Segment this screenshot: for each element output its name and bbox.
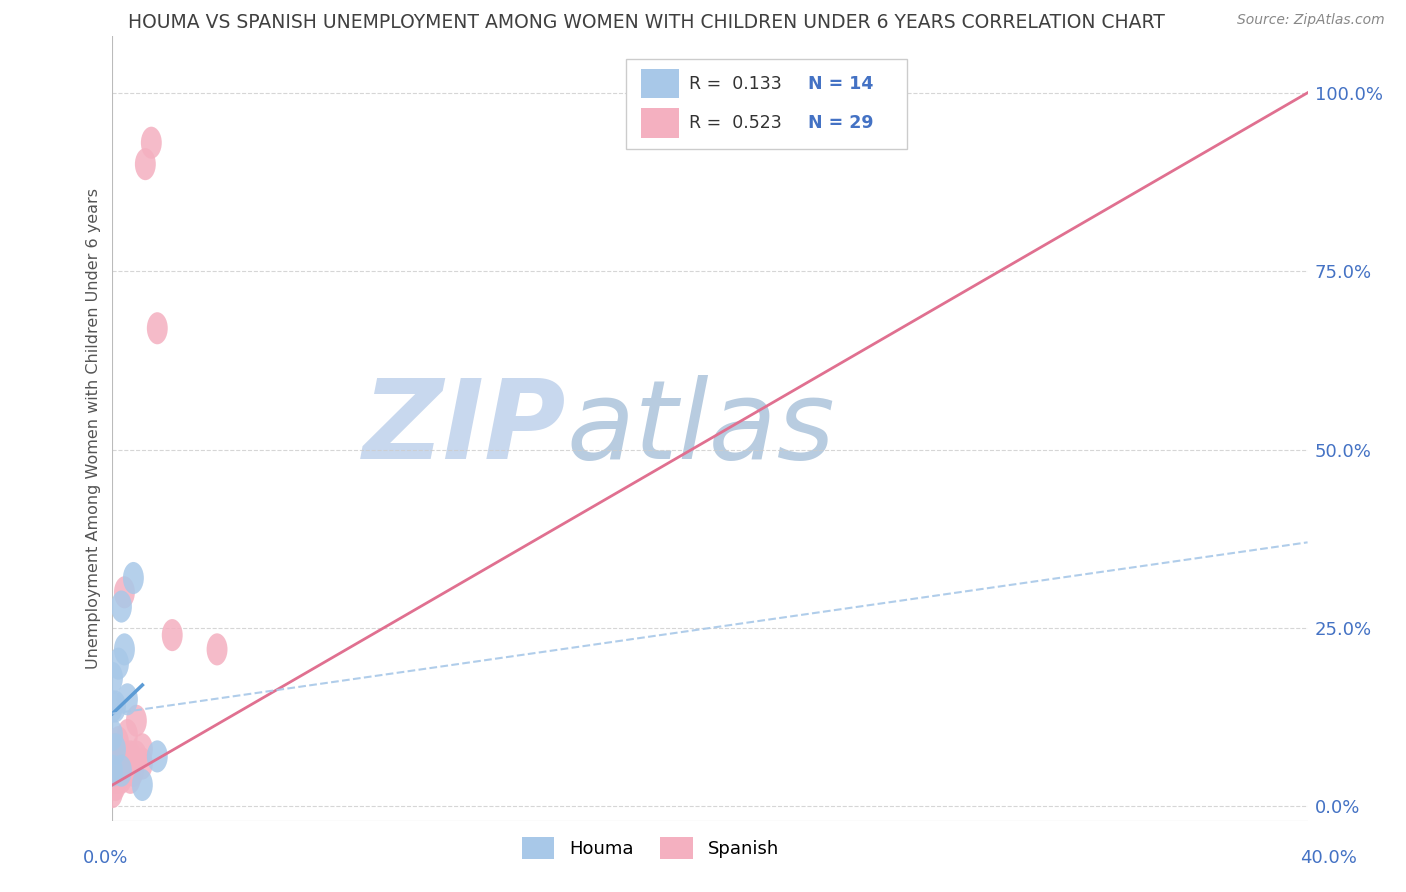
Text: Source: ZipAtlas.com: Source: ZipAtlas.com xyxy=(1237,13,1385,28)
Text: ZIP: ZIP xyxy=(363,375,567,482)
Text: R =  0.133: R = 0.133 xyxy=(689,75,782,93)
Text: HOUMA VS SPANISH UNEMPLOYMENT AMONG WOMEN WITH CHILDREN UNDER 6 YEARS CORRELATIO: HOUMA VS SPANISH UNEMPLOYMENT AMONG WOME… xyxy=(128,13,1166,32)
Legend: Houma, Spanish: Houma, Spanish xyxy=(515,830,786,866)
FancyBboxPatch shape xyxy=(641,108,679,137)
FancyBboxPatch shape xyxy=(627,59,907,150)
Text: 0.0%: 0.0% xyxy=(83,849,128,867)
Y-axis label: Unemployment Among Women with Children Under 6 years: Unemployment Among Women with Children U… xyxy=(86,187,101,669)
Text: R =  0.523: R = 0.523 xyxy=(689,114,782,132)
FancyBboxPatch shape xyxy=(641,69,679,98)
Text: 40.0%: 40.0% xyxy=(1301,849,1357,867)
Text: N = 29: N = 29 xyxy=(808,114,873,132)
Text: N = 14: N = 14 xyxy=(808,75,873,93)
Text: atlas: atlas xyxy=(567,375,835,482)
